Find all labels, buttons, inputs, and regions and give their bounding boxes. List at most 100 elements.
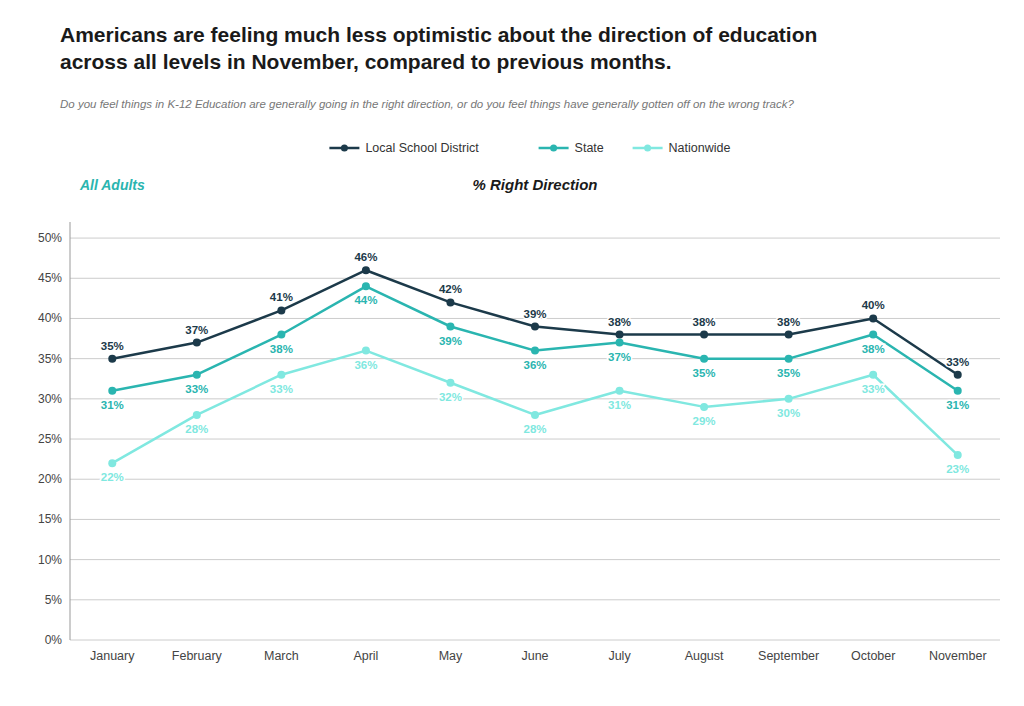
data-label: 28% — [523, 423, 546, 435]
grid-line — [70, 238, 1000, 239]
point — [277, 331, 285, 339]
point — [785, 355, 793, 363]
data-label: 44% — [354, 294, 377, 306]
point — [785, 395, 793, 403]
data-label: 28% — [185, 423, 208, 435]
x-tick-label: August — [685, 649, 724, 663]
y-tick-label: 15% — [38, 512, 62, 526]
point — [446, 379, 454, 387]
data-label: 31% — [608, 399, 631, 411]
grid-line — [70, 278, 1000, 279]
grid-line — [70, 640, 1000, 641]
y-tick-label: 10% — [38, 553, 62, 567]
y-tick-label: 30% — [38, 392, 62, 406]
data-label: 35% — [777, 367, 800, 379]
data-label: 41% — [270, 291, 293, 303]
data-label: 23% — [946, 463, 969, 475]
legend-label: Local School District — [365, 141, 479, 155]
x-tick-label: February — [172, 649, 223, 663]
point — [616, 387, 624, 395]
data-label: 37% — [608, 351, 631, 363]
grid-line — [70, 559, 1000, 560]
grid-line — [70, 439, 1000, 440]
point — [869, 331, 877, 339]
point — [108, 387, 116, 395]
point — [531, 347, 539, 355]
x-tick-label: October — [851, 649, 895, 663]
x-tick-label: September — [758, 649, 819, 663]
data-label: 30% — [777, 407, 800, 419]
y-tick-label: 35% — [38, 352, 62, 366]
x-tick-label: May — [439, 649, 463, 663]
y-tick-label: 0% — [45, 633, 63, 647]
data-label: 38% — [608, 316, 631, 328]
point — [785, 331, 793, 339]
point — [446, 298, 454, 306]
title-line: Americans are feeling much less optimist… — [60, 23, 817, 46]
point — [531, 323, 539, 331]
x-tick-label: April — [353, 649, 378, 663]
point — [531, 411, 539, 419]
data-label: 35% — [693, 367, 716, 379]
data-label: 38% — [693, 316, 716, 328]
point — [446, 323, 454, 331]
data-label: 33% — [270, 383, 293, 395]
data-label: 36% — [523, 359, 546, 371]
x-tick-label: January — [90, 649, 135, 663]
grid-line — [70, 599, 1000, 600]
data-label: 38% — [862, 343, 885, 355]
y-tick-label: 20% — [38, 472, 62, 486]
data-label: 42% — [439, 283, 462, 295]
y-tick-label: 5% — [45, 593, 63, 607]
title: Americans are feeling much less optimist… — [60, 23, 817, 73]
data-label: 38% — [270, 343, 293, 355]
data-label: 35% — [101, 340, 124, 352]
legend-item: Nationwide — [633, 141, 731, 155]
y-tick-label: 45% — [38, 271, 62, 285]
point — [869, 371, 877, 379]
data-label: 32% — [439, 391, 462, 403]
legend-label: Nationwide — [669, 141, 731, 155]
plot-marks — [108, 266, 961, 467]
point — [954, 371, 962, 379]
data-label: 31% — [101, 399, 124, 411]
y-grid — [70, 238, 1000, 640]
point — [700, 403, 708, 411]
y-axis-label: % Right Direction — [472, 176, 597, 193]
legend-item: State — [539, 141, 604, 155]
point — [193, 411, 201, 419]
point — [954, 451, 962, 459]
point — [108, 355, 116, 363]
data-label: 46% — [354, 251, 377, 263]
data-label: 33% — [185, 383, 208, 395]
legend-marker — [341, 145, 348, 152]
point — [277, 306, 285, 314]
point — [277, 371, 285, 379]
data-label: 37% — [185, 324, 208, 336]
legend-marker — [644, 145, 651, 152]
y-tick-label: 40% — [38, 311, 62, 325]
data-label: 36% — [354, 359, 377, 371]
data-label: 33% — [862, 383, 885, 395]
point — [193, 371, 201, 379]
data-label: 38% — [777, 316, 800, 328]
data-label: 39% — [439, 335, 462, 347]
legend-label: State — [575, 141, 604, 155]
chart-root: Americans are feeling much less optimist… — [0, 0, 1024, 706]
data-labels: 35% 37% 41% 46% 42% 39% 38% 38% 38% 40% 33% 31% 33% 3… — [101, 251, 969, 483]
data-label: 40% — [862, 299, 885, 311]
point — [954, 387, 962, 395]
point — [362, 347, 370, 355]
x-tick-label: June — [521, 649, 548, 663]
series-line — [112, 270, 957, 375]
point — [616, 339, 624, 347]
series-line — [112, 351, 957, 464]
legend: Local School District State Nationwide — [329, 141, 730, 155]
point — [700, 331, 708, 339]
grid-line — [70, 519, 1000, 520]
title-line: across all levels in November, compared … — [60, 50, 672, 73]
legend-marker — [550, 145, 557, 152]
point — [362, 282, 370, 290]
y-tick-label: 50% — [38, 231, 62, 245]
grid-line — [70, 479, 1000, 480]
